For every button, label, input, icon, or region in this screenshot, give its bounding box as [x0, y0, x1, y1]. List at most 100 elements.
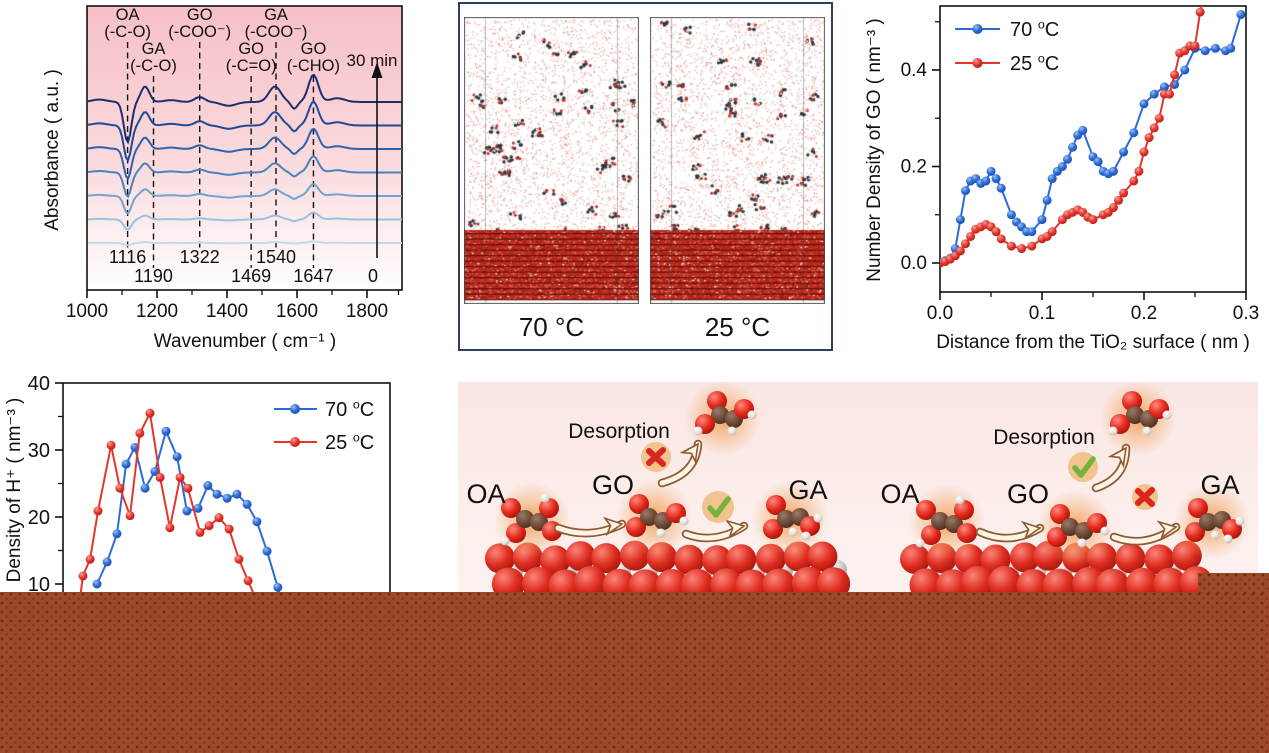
- data-marker: [232, 489, 242, 499]
- peak-species-label: GO: [187, 6, 213, 24]
- y-tick-label: 0.0: [901, 253, 927, 274]
- data-marker: [150, 466, 160, 476]
- data-marker: [955, 246, 965, 256]
- peak-bond-label: (-COO⁻): [168, 23, 231, 41]
- data-marker: [1195, 7, 1205, 17]
- ftir-curve: [87, 183, 402, 215]
- peak-wavenumber-label: 1540: [256, 247, 296, 267]
- series-group: [78, 408, 283, 593]
- x-axis-title: Distance from the TiO₂ surface ( nm ): [936, 332, 1250, 353]
- data-marker: [1134, 166, 1144, 176]
- go-density-chart: 0.0 0.1 0.2 0.3 0.0 0.2 0.4 Distance from the T…: [860, 0, 1269, 365]
- go-density-svg: 0.0 0.1 0.2 0.3 0.0 0.2 0.4 Distance from the T…: [864, 5, 1259, 353]
- overlay-band-step: [1198, 573, 1269, 593]
- y-tick-label: 40: [28, 375, 50, 395]
- ftir-curve: [87, 211, 402, 231]
- data-marker: [214, 513, 224, 523]
- data-marker: [183, 483, 193, 493]
- data-marker: [115, 483, 125, 493]
- data-marker: [1057, 162, 1067, 171]
- data-marker: [981, 176, 991, 186]
- data-marker: [1180, 65, 1190, 75]
- md-snapshot-70c: [464, 17, 639, 304]
- data-marker: [172, 452, 182, 462]
- snapshot-temp-label-70c: 70 °C: [518, 312, 585, 342]
- data-marker: [1006, 210, 1016, 220]
- data-marker: [1170, 70, 1180, 80]
- data-marker: [135, 428, 145, 438]
- data-marker: [1119, 188, 1129, 198]
- ga-label: GA: [1200, 470, 1239, 500]
- molecule-go-left: [616, 480, 692, 556]
- overlay-band: [0, 592, 1269, 753]
- legend-marker: [290, 437, 300, 447]
- peak-wavenumber-label: 1469: [231, 266, 271, 286]
- data-marker: [85, 554, 95, 564]
- ftir-curve: [87, 100, 402, 163]
- peak-bond-label: (-COO⁻): [245, 23, 308, 41]
- data-marker: [140, 483, 150, 493]
- h-density-chart: 10 20 30 40 Density of H⁺ ( nm⁻³ ) 70 oC 25 oC: [0, 373, 440, 596]
- check-icon: [1072, 456, 1096, 478]
- check-mark: [702, 491, 734, 523]
- time-end-label: 30 min: [346, 51, 397, 70]
- series-group: [940, 6, 1246, 268]
- data-marker: [1093, 157, 1103, 167]
- peak-species-label: GA: [142, 40, 166, 58]
- data-marker: [252, 517, 262, 527]
- x-tick-label: 0.2: [1131, 303, 1157, 324]
- check-mark: [1068, 452, 1098, 482]
- data-marker: [1226, 43, 1236, 53]
- svg-text:25 oC: 25 oC: [1010, 51, 1059, 75]
- arrow-head: [1020, 520, 1042, 541]
- data-marker: [155, 472, 165, 482]
- peak-wavenumber-label: 1647: [293, 266, 333, 286]
- peak-bond-label: (-C-O): [104, 23, 151, 41]
- schematic-svg: OA GO GA Desorption OA GO GA Desorption: [466, 380, 1250, 603]
- data-marker: [182, 506, 192, 516]
- data-marker: [234, 554, 244, 564]
- data-marker: [991, 227, 1001, 237]
- data-marker: [1139, 147, 1149, 157]
- data-marker: [224, 524, 234, 534]
- md-snapshot-25c: [650, 17, 825, 304]
- data-marker: [273, 582, 283, 592]
- data-marker: [1047, 174, 1057, 184]
- x-tick-label: 0.3: [1233, 303, 1259, 324]
- data-marker: [1078, 125, 1088, 135]
- data-marker: [1088, 215, 1098, 225]
- oa-label: OA: [466, 479, 505, 509]
- data-marker: [1149, 89, 1159, 99]
- y-tick-label: 0.4: [901, 60, 928, 81]
- x-tick-label: 0.0: [927, 303, 953, 324]
- data-marker: [204, 521, 214, 531]
- y-tick-label: 20: [28, 507, 50, 529]
- legend-marker: [972, 58, 983, 68]
- molecule-oa-right: [909, 484, 985, 560]
- data-marker: [1108, 166, 1118, 176]
- arrow-head: [724, 519, 746, 539]
- data-marker: [243, 576, 253, 586]
- data-marker: [961, 186, 970, 196]
- peak-species-label: OA: [116, 6, 140, 24]
- ga-label: GA: [788, 475, 827, 505]
- y-tick-label: 30: [28, 440, 50, 462]
- check-icon: [707, 496, 731, 518]
- data-marker: [1144, 133, 1154, 143]
- peak-wavenumber-label: 1116: [109, 247, 146, 267]
- data-marker: [1037, 215, 1047, 225]
- oa-label: OA: [880, 479, 919, 509]
- arrow-head: [602, 516, 624, 537]
- data-marker: [1154, 113, 1164, 123]
- molecule-desorbed-right: [1100, 380, 1176, 456]
- x-tick-label: 1400: [206, 301, 248, 322]
- data-marker: [966, 231, 976, 241]
- time-start-label: 0: [368, 266, 378, 286]
- svg-text:70 oC: 70 oC: [325, 397, 374, 421]
- cross-mark: [641, 442, 671, 472]
- x-axis-title: Wavenumber ( cm⁻¹ ): [154, 331, 336, 352]
- data-marker: [1129, 176, 1139, 186]
- go-label: GO: [1007, 479, 1049, 509]
- data-marker: [1159, 82, 1169, 92]
